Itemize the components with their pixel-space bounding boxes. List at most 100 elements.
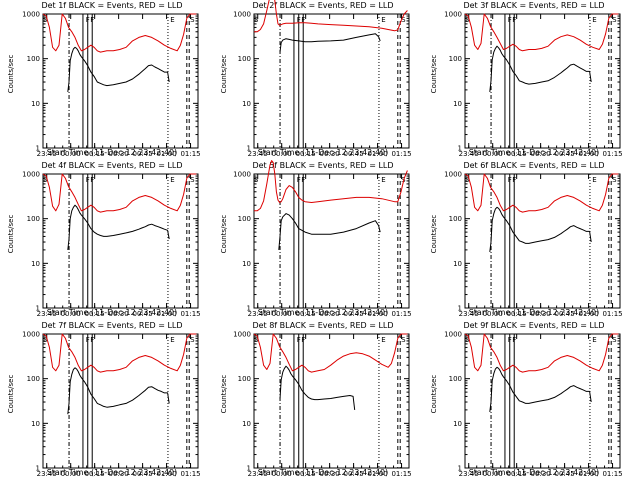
x-tick-label: 00:30 bbox=[320, 470, 340, 478]
marker-label: S bbox=[43, 176, 48, 184]
plot-area: 1 10 100 1000 23:45 00:00 00:15 00:30 00:45 01:00… bbox=[22, 171, 200, 319]
y-tick-label: 1 bbox=[36, 145, 40, 153]
marker-label: S bbox=[254, 336, 259, 344]
x-tick-label: 01:00 bbox=[367, 470, 387, 478]
marker-label: E bbox=[381, 176, 385, 184]
x-axis-title: Start Time (11-Dec-12 23:42:40) bbox=[258, 468, 389, 477]
events-series-line bbox=[489, 45, 592, 92]
panel-title: Det 8f BLACK = Events, RED = LLD bbox=[252, 321, 393, 330]
marker-label: E bbox=[170, 336, 174, 344]
x-tick-label: 00:30 bbox=[531, 150, 551, 158]
lld-series-line bbox=[254, 160, 408, 212]
x-tick-label: 00:15 bbox=[296, 310, 316, 318]
plot-frame bbox=[253, 173, 410, 309]
events-series-line bbox=[67, 367, 170, 415]
x-tick-label: 00:00 bbox=[272, 310, 292, 318]
x-tick-label: 00:00 bbox=[483, 150, 503, 158]
y-axis-title: Counts/sec bbox=[220, 55, 228, 94]
y-tick-label: 1000 bbox=[233, 171, 251, 179]
marker-label: F bbox=[512, 176, 516, 184]
plot-frame bbox=[42, 333, 199, 469]
marker-label: S bbox=[612, 16, 617, 24]
y-tick-label: 10 bbox=[242, 260, 251, 268]
marker-label: S bbox=[43, 16, 48, 24]
marker-label: S bbox=[401, 16, 406, 24]
plot-frame bbox=[464, 333, 621, 469]
x-tick-label: 01:00 bbox=[367, 310, 387, 318]
marker-label: S bbox=[612, 336, 617, 344]
x-tick-label: 00:15 bbox=[507, 150, 527, 158]
lld-series-line bbox=[464, 13, 619, 52]
x-tick-label: 00:00 bbox=[61, 470, 81, 478]
x-tick-label: 00:00 bbox=[61, 150, 81, 158]
x-tick-label: 00:00 bbox=[483, 470, 503, 478]
panel-det-5f: Det 5f BLACK = Events, RED = LLD Counts/… bbox=[220, 160, 412, 318]
marker-label: F bbox=[86, 336, 90, 344]
lld-series-line bbox=[42, 333, 197, 373]
y-axis-title: Counts/sec bbox=[7, 375, 15, 414]
x-tick-label: 23:45 bbox=[248, 310, 268, 318]
x-tick-label: 01:15 bbox=[180, 310, 200, 318]
x-tick-label: 00:00 bbox=[272, 150, 292, 158]
x-tick-label: 00:00 bbox=[483, 310, 503, 318]
x-tick-label: 00:30 bbox=[320, 150, 340, 158]
events-series-line bbox=[278, 213, 381, 250]
marker-label: S bbox=[254, 16, 259, 24]
plot-area: 1 10 100 1000 23:45 00:00 00:15 00:30 00:45 01:00… bbox=[233, 160, 412, 318]
x-tick-label: 01:00 bbox=[578, 470, 598, 478]
x-tick-label: 23:45 bbox=[37, 310, 57, 318]
events-series-line bbox=[489, 206, 592, 252]
x-tick-label: 00:45 bbox=[133, 150, 153, 158]
x-tick-label: 00:00 bbox=[272, 470, 292, 478]
plot-frame bbox=[464, 173, 621, 309]
plot-frame bbox=[253, 13, 410, 149]
x-tick-label: 01:00 bbox=[578, 150, 598, 158]
panel-title: Det 7f BLACK = Events, RED = LLD bbox=[41, 321, 182, 330]
y-tick-label: 1 bbox=[247, 305, 251, 313]
marker-label: F bbox=[301, 16, 305, 24]
plot-area: 1 10 100 1000 23:45 00:00 00:15 00:30 00:45 01:00… bbox=[233, 331, 411, 479]
y-tick-label: 100 bbox=[449, 55, 462, 63]
panel-title: Det 3f BLACK = Events, RED = LLD bbox=[463, 1, 604, 10]
x-axis-title: Start Time (11-Dec-12 23:42:40) bbox=[258, 308, 389, 317]
marker-label: E bbox=[170, 16, 174, 24]
marker-label: S bbox=[401, 336, 406, 344]
x-tick-label: 00:15 bbox=[85, 150, 105, 158]
x-tick-label: 00:00 bbox=[61, 310, 81, 318]
y-axis-title: Counts/sec bbox=[220, 215, 228, 254]
x-tick-label: 01:00 bbox=[156, 470, 176, 478]
x-tick-label: 00:45 bbox=[344, 310, 364, 318]
events-series-line bbox=[279, 33, 381, 53]
marker-label: F bbox=[508, 176, 512, 184]
marker-label: F bbox=[508, 336, 512, 344]
x-axis-title: Start Time (11-Dec-12 23:42:40) bbox=[469, 468, 600, 477]
x-axis-title: Start Time (11-Dec-12 23:42:40) bbox=[47, 308, 178, 317]
marker-label: S bbox=[43, 336, 48, 344]
y-tick-label: 100 bbox=[238, 55, 251, 63]
lld-series-line bbox=[464, 333, 619, 373]
y-tick-label: 1 bbox=[247, 465, 251, 473]
marker-label: S bbox=[465, 176, 470, 184]
x-tick-label: 00:45 bbox=[133, 310, 153, 318]
marker-label: F bbox=[90, 176, 94, 184]
x-tick-label: 00:15 bbox=[296, 470, 316, 478]
panel-det-2f: Det 2f BLACK = Events, RED = LLD Counts/… bbox=[220, 0, 412, 158]
marker-label: F bbox=[297, 16, 301, 24]
events-series-line bbox=[489, 366, 592, 412]
x-tick-label: 00:30 bbox=[320, 310, 340, 318]
panel-title: Det 1f BLACK = Events, RED = LLD bbox=[41, 1, 182, 10]
panel-title: Det 9f BLACK = Events, RED = LLD bbox=[463, 321, 604, 330]
x-tick-label: 00:30 bbox=[531, 310, 551, 318]
x-tick-label: 00:45 bbox=[344, 150, 364, 158]
plot-area: 1 10 100 1000 23:45 00:00 00:15 00:30 00:45 01:00… bbox=[444, 331, 622, 479]
y-tick-label: 1 bbox=[36, 465, 40, 473]
marker-label: E bbox=[170, 176, 174, 184]
y-tick-label: 10 bbox=[242, 100, 251, 108]
plot-frame bbox=[253, 333, 410, 469]
x-tick-label: 23:45 bbox=[248, 150, 268, 158]
marker-label: F bbox=[86, 176, 90, 184]
marker-label: F bbox=[508, 16, 512, 24]
panel-title: Det 5f BLACK = Events, RED = LLD bbox=[252, 161, 393, 170]
lld-series-line bbox=[254, 0, 408, 33]
